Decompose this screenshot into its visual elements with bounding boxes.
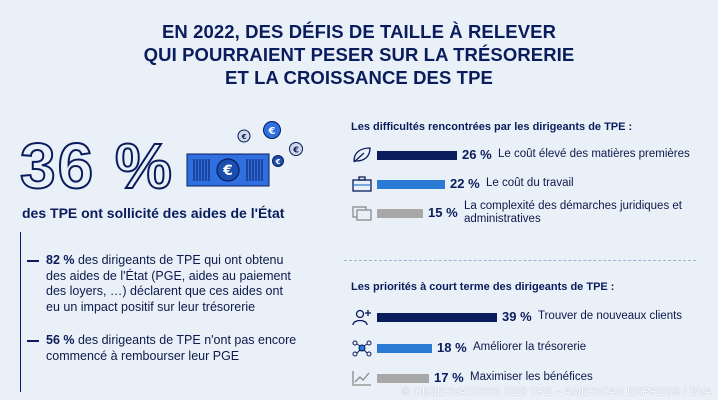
title-line-3: ET LA CROISSANCE DES TPE [225, 67, 493, 88]
bar [377, 151, 457, 160]
note-value: 82 % [46, 253, 75, 267]
network-icon [352, 340, 372, 357]
add-user-icon [352, 309, 371, 326]
coins-icon: € € € € [237, 121, 303, 167]
big-stat: 36 % [19, 130, 174, 202]
note-value: 56 % [46, 333, 75, 347]
note-text: des dirigeants de TPE n'ont pas encore c… [46, 333, 297, 363]
page-title: EN 2022, DES DÉFIS DE TAILLE À RELEVER Q… [0, 20, 718, 89]
section-divider [344, 260, 696, 261]
bar [377, 209, 423, 218]
bar-category-label: Maximiser les bénéfices [470, 371, 593, 383]
leaf-icon [353, 147, 371, 163]
bar [377, 313, 497, 322]
bar-category-label: Trouver de nouveaux clients [538, 310, 683, 322]
note-aides-impact: 82 % des dirigeants de TPE qui ont obten… [27, 253, 298, 315]
bar-value-label: 17 % [434, 370, 464, 385]
bar-category-label: La complexité des démarches juridiques e… [464, 200, 682, 225]
title-line-1: EN 2022, DES DÉFIS DE TAILLE À RELEVER [161, 21, 557, 42]
bar [377, 374, 429, 383]
folders-icon [352, 206, 372, 221]
bar-value-label: 15 % [428, 205, 458, 220]
svg-text:€: € [222, 163, 233, 179]
bar [377, 344, 432, 353]
photo-credit: © OBSERVATOIRE DES TPE – AMERICAN EXPRES… [401, 386, 712, 398]
left-vertical-rule [20, 232, 21, 392]
big-stat-label: des TPE ont sollicité des aides de l'Éta… [22, 205, 285, 221]
bar-value-label: 18 % [437, 340, 467, 355]
title-line-2: QUI POURRAIENT PESER SUR LA TRÉSORERIE [143, 44, 575, 65]
difficulties-title: Les difficultés rencontrées par les diri… [351, 121, 633, 133]
bar [377, 180, 445, 189]
growth-chart-icon [352, 371, 371, 386]
priorities-title: Les priorités à court terme des dirigean… [351, 281, 615, 293]
bar-category-label: Le coût élevé des matières premières [498, 148, 690, 160]
bar-value-label: 22 % [450, 176, 480, 191]
bar-category-label: Améliorer la trésorerie [473, 341, 587, 353]
bar-value-label: 39 % [502, 309, 532, 324]
note-pge-remboursement: 56 % des dirigeants de TPE n'ont pas enc… [27, 333, 306, 364]
note-text: des dirigeants de TPE qui ont obtenu des… [46, 253, 291, 314]
bar-category-label: Le coût du travail [486, 177, 574, 189]
briefcase-icon [352, 176, 372, 192]
svg-text:€: € [241, 133, 247, 141]
svg-text:€: € [275, 158, 281, 166]
svg-text:€: € [268, 126, 276, 137]
note-dash [27, 260, 39, 262]
banknote-icon: € [186, 153, 270, 187]
bar-value-label: 26 % [462, 147, 492, 162]
svg-text:€: € [292, 146, 299, 155]
note-dash [27, 340, 39, 342]
